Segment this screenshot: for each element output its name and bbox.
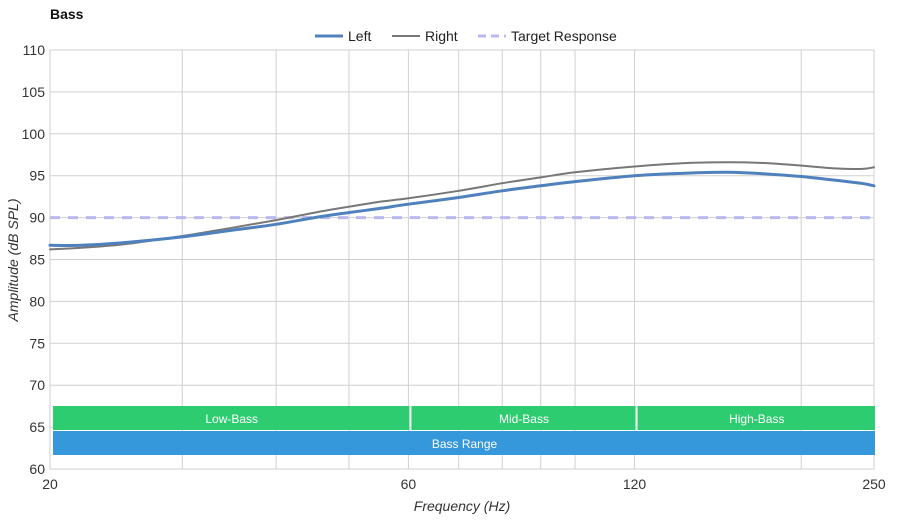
series-line-right [49,161,875,251]
x-axis-label: Frequency (Hz) [414,498,510,514]
y-tick-label: 75 [29,335,45,351]
band-bar [53,431,875,455]
band-bar [53,406,410,430]
x-tick-label: 20 [42,476,58,492]
x-tick-label: 250 [862,476,886,492]
y-tick-label: 110 [23,42,46,58]
legend-label: Right [425,28,458,44]
legend-label: Target Response [511,28,617,44]
x-tick-label: 120 [623,476,647,492]
y-tick-label: 65 [29,419,45,435]
y-tick-label: 60 [29,461,45,477]
legend-label: Left [348,28,371,44]
series-lines [48,161,876,251]
legend-item-target-response: Target Response [478,28,617,44]
band-mid-bass: Mid-Bass [411,406,636,430]
band-label: High-Bass [729,412,784,426]
band-label: Bass Range [432,437,498,451]
legend-item-left: Left [315,28,371,44]
chart-title: Bass [50,6,84,22]
band-label: Low-Bass [205,412,258,426]
y-tick-label: 70 [29,377,45,393]
y-tick-label: 80 [29,293,45,309]
band-label: Mid-Bass [499,412,549,426]
x-axis-ticks: 20 60 120 250 [42,476,886,492]
band-bass-range: Bass Range [53,431,875,455]
band-low-bass: Low-Bass [53,406,410,430]
legend-item-right: Right [392,28,458,44]
y-tick-label: 105 [22,84,46,100]
band-bar [411,406,636,430]
legend: Left Right Target Response [315,28,617,44]
y-tick-label: 90 [29,210,45,226]
y-tick-label: 95 [29,168,45,184]
frequency-bands: Low-Bass Mid-Bass High-Bass Bass Range [53,406,875,455]
band-high-bass: High-Bass [637,406,875,430]
band-bar [637,406,875,430]
y-axis-ticks: 110 105 100 95 90 85 80 75 70 65 60 [22,42,46,477]
series-line-left [48,170,876,247]
y-tick-label: 100 [22,126,46,142]
x-tick-label: 60 [401,476,417,492]
y-tick-label: 85 [29,252,45,268]
y-axis-label: Amplitude (dB SPL) [5,199,21,323]
